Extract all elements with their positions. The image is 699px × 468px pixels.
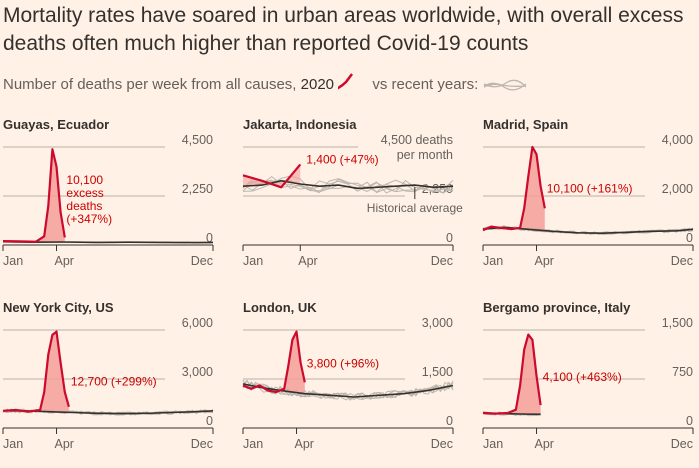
panel-guayas: Guayas, Ecuador 4,500 2,250 0 Jan Apr Dec 10,1… — [2, 117, 221, 277]
excess-annotation: 3,800 (+96%) — [307, 357, 379, 371]
y-tick-label: 4,500 — [182, 133, 213, 147]
x-tick-label: Dec — [191, 254, 213, 268]
average-line — [242, 383, 454, 398]
series-2020-line — [242, 163, 302, 189]
y-tick-label: 750 — [672, 365, 693, 379]
series-2020-line — [242, 330, 306, 394]
panel-title: Jakarta, Indonesia — [243, 117, 357, 132]
x-tick-label: Apr — [295, 437, 314, 451]
excess-annotation: (+347%) — [66, 212, 112, 226]
excess-annotation: 12,700 (+299%) — [71, 375, 157, 389]
panel-title: Bergamo province, Italy — [483, 300, 631, 315]
x-tick-label: Apr — [535, 437, 554, 451]
chart-subtitle: Number of deaths per week from all cause… — [3, 72, 530, 98]
panel-title: Madrid, Spain — [483, 117, 569, 132]
excess-area — [483, 334, 541, 415]
legend-2020-swatch — [299, 73, 354, 96]
x-tick-label: Apr — [535, 254, 554, 268]
x-tick-label: Apr — [55, 254, 74, 268]
legend-recent-years-icon — [484, 79, 527, 91]
series-2020-line — [482, 145, 546, 232]
legend-2020-line-icon — [299, 73, 354, 96]
panel-title: Guayas, Ecuador — [3, 117, 110, 132]
panel-madrid: Madrid, Spain 4,000 2,000 0 Jan Apr Dec 10,100… — [482, 117, 699, 277]
chart-plot: 3,000 1,500 0 Jan Apr Dec 3,800 (+96%) — [242, 316, 454, 451]
excess-annotation: 10,100 (+161%) — [547, 181, 633, 195]
y-tick-label: 0 — [206, 414, 213, 428]
average-line — [242, 179, 454, 190]
x-tick-label: Jan — [483, 437, 503, 451]
y-tick-label: 3,000 — [422, 316, 453, 330]
x-tick-label: Jan — [3, 254, 23, 268]
excess-annotation: excess — [66, 186, 103, 200]
subtitle-prefix: Number of deaths per week from all cause… — [3, 75, 297, 93]
chart-plot: 4,000 2,000 0 Jan Apr Dec 10,100 (+161%) — [482, 133, 694, 268]
x-tick-label: Dec — [671, 254, 693, 268]
excess-area — [3, 331, 69, 413]
panel-title: New York City, US — [3, 300, 114, 315]
panel-bergamo: Bergamo province, Italy 1,500 750 0 Jan Apr D… — [482, 300, 699, 460]
excess-area — [243, 331, 305, 394]
x-tick-label: Dec — [431, 437, 453, 451]
series-2020-line — [2, 148, 66, 243]
subtitle-year: 2020 — [300, 75, 335, 93]
y-tick-label: 4,000 — [662, 133, 693, 147]
chart-plot: 6,000 3,000 0 Jan Apr Dec 12,700 (+299%) — [2, 316, 214, 451]
excess-area — [243, 164, 301, 188]
x-tick-label: Jan — [3, 437, 23, 451]
excess-annotation: 4,100 (+463%) — [543, 370, 622, 384]
panel-jakarta: Jakarta, Indonesia 2,250 0 4,500 deaths per… — [242, 117, 463, 277]
x-tick-label: Jan — [483, 254, 503, 268]
excess-area — [3, 149, 65, 243]
x-tick-label: Jan — [243, 437, 263, 451]
series-2020-line — [482, 333, 542, 415]
y-tick-label: 0 — [446, 414, 453, 428]
chart-plot: 1,500 750 0 Jan Apr Dec 4,100 (+463%) — [482, 316, 694, 451]
panel-new-york: New York City, US 6,000 3,000 0 Jan Apr Dec 12… — [2, 300, 221, 460]
y-tick-label: 0 — [686, 414, 693, 428]
series-2020-line — [2, 330, 70, 413]
recent-year-line — [242, 175, 454, 194]
unit-note: 4,500 deaths — [381, 133, 453, 147]
unit-note: per month — [397, 148, 453, 162]
excess-annotation: 1,400 (+47%) — [306, 152, 378, 166]
x-tick-label: Apr — [55, 437, 74, 451]
chart-title: Mortality rates have soared in urban are… — [3, 4, 684, 55]
excess-area — [483, 147, 545, 231]
y-tick-label: 0 — [446, 231, 453, 245]
y-tick-label: 6,000 — [182, 316, 213, 330]
average-label: Historical average — [367, 201, 463, 215]
x-tick-label: Dec — [671, 437, 693, 451]
recent-year-line — [242, 379, 454, 401]
y-tick-label: 0 — [206, 231, 213, 245]
y-tick-label: 3,000 — [182, 365, 213, 379]
x-tick-label: Dec — [431, 254, 453, 268]
y-tick-label: 2,250 — [182, 182, 213, 196]
y-tick-label: 0 — [686, 231, 693, 245]
subtitle-suffix: vs recent years: — [372, 75, 479, 93]
panel-london: London, UK 3,000 1,500 0 Jan Apr Dec 3,800 (+9… — [242, 300, 461, 460]
y-tick-label: 1,500 — [422, 365, 453, 379]
x-tick-label: Apr — [298, 254, 317, 268]
y-tick-label: 1,500 — [662, 316, 693, 330]
x-tick-label: Jan — [243, 254, 263, 268]
average-line — [2, 240, 214, 244]
excess-annotation: deaths — [66, 199, 102, 213]
y-tick-label: 2,000 — [662, 182, 693, 196]
panel-title: London, UK — [243, 300, 317, 315]
x-tick-label: Dec — [191, 437, 213, 451]
excess-annotation: 10,100 — [66, 173, 103, 187]
chart-plot: 4,500 2,250 0 Jan Apr Dec 10,100excessdeaths(+… — [2, 133, 214, 268]
